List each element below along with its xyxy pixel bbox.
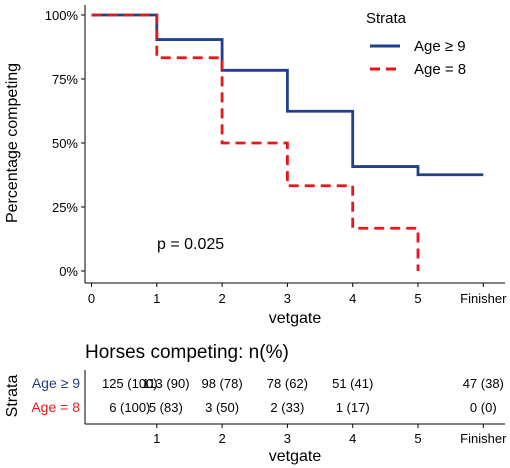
series-line-age-8 xyxy=(91,13,420,271)
y-tick-label: 25% xyxy=(52,200,78,215)
risk-table-y-title: Strata xyxy=(4,375,21,418)
y-axis-ticks: 0% 25% 50% 75% 100% xyxy=(45,8,85,279)
risk-table-title: Horses competing: n(%) xyxy=(85,342,289,363)
risk-cell: 2 (33) xyxy=(270,400,304,415)
x-tick-label: 1 xyxy=(153,291,160,306)
risk-x-tick-label: 3 xyxy=(284,431,291,446)
risk-cell: 5 (83) xyxy=(149,400,183,415)
survival-plot: 0% 25% 50% 75% 100% 0 1 2 3 4 5 Finisher Percentag… xyxy=(4,5,507,327)
risk-cell: 3 (50) xyxy=(205,400,239,415)
risk-table-rows: Age ≥ 9 125 (100)113 (90) 98 (78) 78 (62) 51… xyxy=(31,375,504,415)
risk-table: Horses competing: n(%) Strata Age ≥ 9 125… xyxy=(4,342,507,465)
risk-table-x-title: vetgate xyxy=(269,448,322,465)
risk-x-tick-label: 5 xyxy=(414,431,421,446)
x-tick-label: 4 xyxy=(349,291,356,306)
series-lines xyxy=(91,13,484,271)
x-axis-ticks: 0 1 2 3 4 5 Finisher xyxy=(88,283,507,306)
p-value-annotation: p = 0.025 xyxy=(157,236,224,253)
risk-cell: 6 (100) xyxy=(109,400,150,415)
risk-cell: 113 (90) xyxy=(142,376,189,391)
risk-x-tick-label: 4 xyxy=(349,431,356,446)
x-tick-label: Finisher xyxy=(460,291,507,306)
risk-table-x-ticks: 1 2 3 4 5 Finisher xyxy=(153,424,507,446)
y-tick-label: 75% xyxy=(52,72,78,87)
risk-row-label: Age ≥ 9 xyxy=(32,375,80,391)
risk-cell: 51 (41) xyxy=(332,376,373,391)
risk-cell: 47 (38) xyxy=(463,376,504,391)
legend: Strata Age ≥ 9 Age = 8 xyxy=(366,10,466,78)
y-tick-label: 50% xyxy=(52,136,78,151)
risk-cell: 78 (62) xyxy=(267,376,308,391)
risk-cell: 1 (17) xyxy=(336,400,370,415)
risk-x-tick-label: Finisher xyxy=(460,431,507,446)
risk-row-label: Age = 8 xyxy=(31,399,80,415)
y-axis-title: Percentage competing xyxy=(4,63,21,223)
x-axis-title: vetgate xyxy=(269,310,322,327)
x-tick-label: 3 xyxy=(284,291,291,306)
risk-x-tick-label: 2 xyxy=(218,431,225,446)
legend-label-age-9: Age ≥ 9 xyxy=(414,38,466,55)
legend-title: Strata xyxy=(366,10,407,27)
y-tick-label: 0% xyxy=(59,264,78,279)
risk-x-tick-label: 1 xyxy=(153,431,160,446)
risk-cell: 0 (0) xyxy=(470,400,497,415)
legend-label-age-8: Age = 8 xyxy=(414,61,466,78)
x-tick-label: 0 xyxy=(88,291,95,306)
x-tick-label: 2 xyxy=(218,291,225,306)
risk-cell: 125 (100) xyxy=(102,376,158,391)
y-tick-label: 100% xyxy=(45,8,79,23)
risk-cell: 98 (78) xyxy=(201,376,242,391)
x-tick-label: 5 xyxy=(414,291,421,306)
